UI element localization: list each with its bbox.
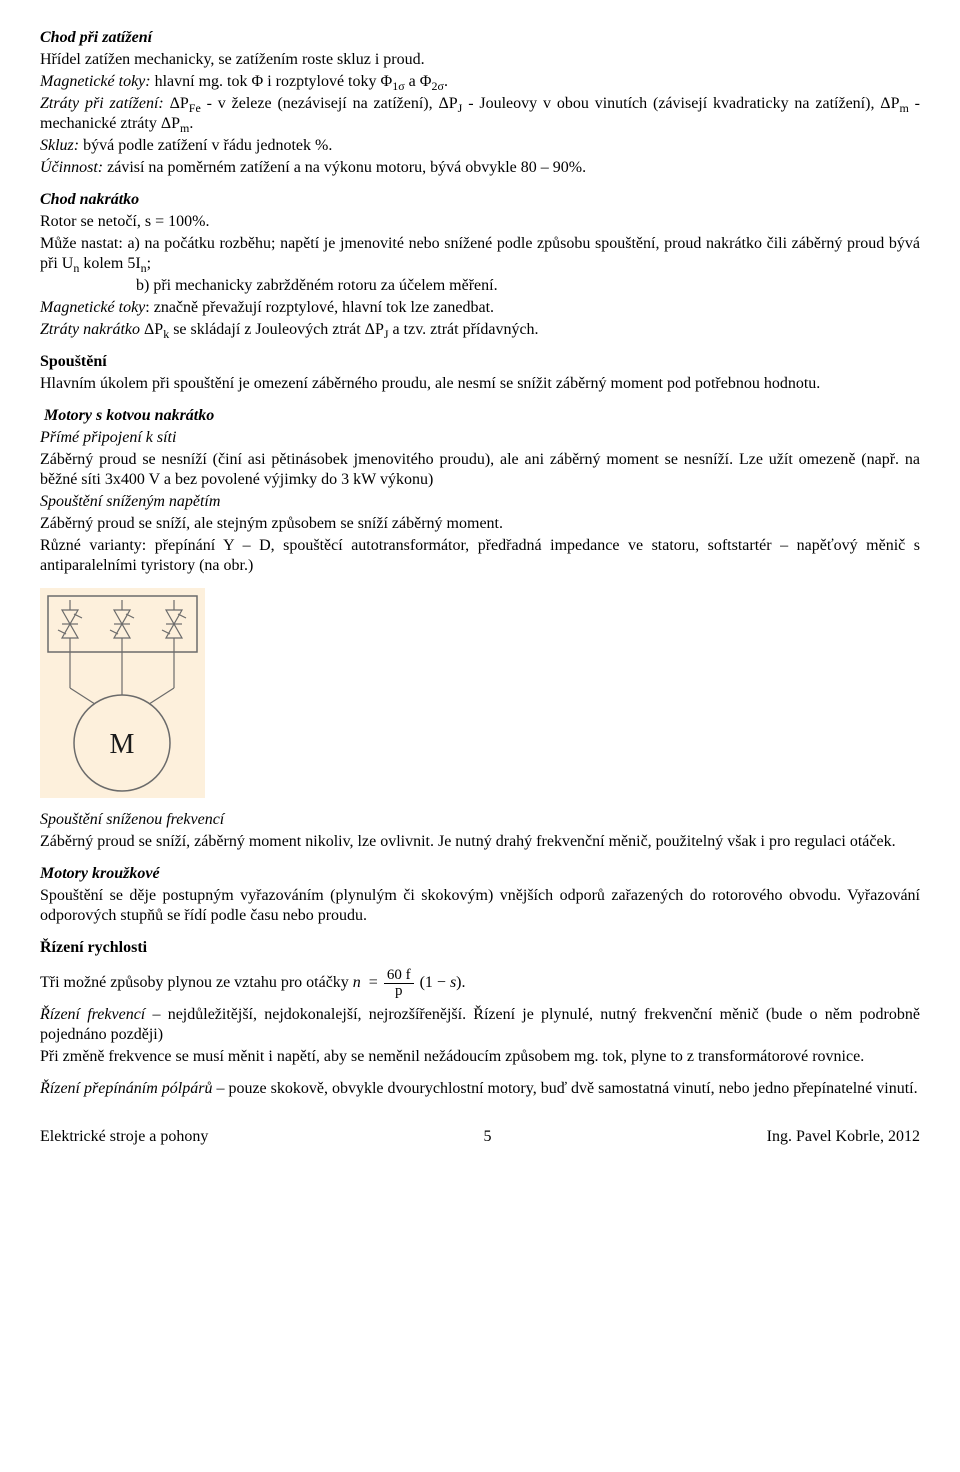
label: Ztráty při zatížení: — [40, 95, 164, 112]
sub: Fe — [189, 101, 201, 115]
text: ΔP — [164, 95, 189, 112]
heading: Chod nakrátko — [40, 190, 920, 210]
text: Při změně frekvence se musí měnit i napě… — [40, 1047, 920, 1067]
text: . — [462, 974, 466, 991]
text: b) při mechanicky zabržděném rotoru za ú… — [40, 276, 920, 296]
section-reduced-frequency: Spouštění sníženou frekvencí Záběrný pro… — [40, 810, 920, 852]
text: Rotor se netočí, s = 100%. — [40, 212, 920, 232]
label: Skluz: — [40, 137, 79, 154]
text: Může nastat: a) na počátku rozběhu; napě… — [40, 235, 920, 272]
subheading: Spouštění sníženým napětím — [40, 492, 920, 512]
text: Hlavním úkolem při spouštění je omezení … — [40, 374, 920, 394]
text: závisí na poměrném zatížení a na výkonu … — [103, 159, 586, 176]
label: Magnetické toky: — [40, 73, 151, 90]
text: kolem 5I — [79, 255, 140, 272]
label: Ztráty nakrátko — [40, 321, 140, 338]
sub: m — [899, 101, 908, 115]
heading: Chod při zatížení — [40, 28, 920, 48]
label: Řízení frekvencí — [40, 1006, 145, 1023]
text: a Φ — [405, 73, 432, 90]
footer-page: 5 — [484, 1127, 492, 1147]
page-footer: Elektrické stroje a pohony 5 Ing. Pavel … — [40, 1127, 920, 1147]
heading: Řízení rychlosti — [40, 938, 920, 958]
text: Účinnost: závisí na poměrném zatížení a … — [40, 158, 920, 178]
text: - v železe (nezávisejí na zatížení), ΔP — [201, 95, 458, 112]
formula: n = 60 fp (1 − s) — [353, 974, 462, 991]
sub: 2σ — [431, 79, 443, 93]
label: Magnetické toky — [40, 299, 145, 316]
text: Magnetické toky: značně převažují rozpty… — [40, 298, 920, 318]
text: ΔP — [140, 321, 163, 338]
text: Tři možné způsoby plynou ze vztahu pro o… — [40, 974, 353, 991]
section-slip-ring: Motory kroužkové Spouštění se děje postu… — [40, 864, 920, 926]
text: . — [444, 73, 448, 90]
heading: Motory s kotvou nakrátko — [44, 406, 920, 426]
softstarter-diagram: M — [40, 588, 205, 804]
heading: Spouštění — [40, 352, 920, 372]
sub: 1σ — [392, 79, 404, 93]
text: Ztráty nakrátko ΔPk se skládají z Jouleo… — [40, 320, 920, 340]
footer-left: Elektrické stroje a pohony — [40, 1127, 208, 1147]
text: . — [189, 115, 193, 132]
text: se skládají z Jouleových ztrát ΔP — [169, 321, 384, 338]
text: ; — [147, 255, 151, 272]
text: Hřídel zatížen mechanicky, se zatížením … — [40, 50, 920, 70]
frac-num: 60 f — [384, 968, 414, 984]
text: – pouze skokově, obvykle dvourychlostní … — [212, 1080, 917, 1097]
text: Záběrný proud se sníží, záběrný moment n… — [40, 832, 920, 852]
text: Může nastat: a) na počátku rozběhu; napě… — [40, 234, 920, 274]
text: hlavní mg. tok Φ i rozptylové toky Φ — [151, 73, 393, 90]
text: Magnetické toky: hlavní mg. tok Φ i rozp… — [40, 72, 920, 92]
text: Ztráty při zatížení: ΔPFe - v železe (ne… — [40, 94, 920, 134]
text: Tři možné způsoby plynou ze vztahu pro o… — [40, 968, 920, 999]
section-starting: Spouštění Hlavním úkolem při spouštění j… — [40, 352, 920, 394]
text: bývá podle zatížení v řádu jednotek %. — [79, 137, 332, 154]
sub: m — [180, 121, 189, 135]
text: Záběrný proud se nesníží (činí asi pětin… — [40, 450, 920, 490]
label: Řízení přepínáním pólpárů — [40, 1080, 212, 1097]
text: Řízení frekvencí – nejdůležitější, nejdo… — [40, 1005, 920, 1045]
motor-label: M — [110, 729, 135, 760]
text: Spouštění se děje postupným vyřazováním … — [40, 886, 920, 926]
text: a tzv. ztrát přídavných. — [389, 321, 539, 338]
frac-den: p — [384, 984, 414, 999]
text: Záběrný proud se sníží, ale stejným způs… — [40, 514, 920, 534]
text: – nejdůležitější, nejdokonalejší, nejroz… — [40, 1006, 920, 1043]
section-load-operation: Chod při zatížení Hřídel zatížen mechani… — [40, 28, 920, 178]
text: Skluz: bývá podle zatížení v řádu jednot… — [40, 136, 920, 156]
text: Různé varianty: přepínání Y – D, spouště… — [40, 536, 920, 576]
label: Účinnost: — [40, 159, 103, 176]
heading: Motory kroužkové — [40, 864, 920, 884]
section-speed-control: Řízení rychlosti Tři možné způsoby plyno… — [40, 938, 920, 1099]
section-squirrel-cage: Motory s kotvou nakrátko Přímé připojení… — [40, 406, 920, 576]
text: - Jouleovy v obou vinutích (závisejí kva… — [462, 95, 899, 112]
section-short-circuit: Chod nakrátko Rotor se netočí, s = 100%.… — [40, 190, 920, 340]
footer-right: Ing. Pavel Kobrle, 2012 — [767, 1127, 920, 1147]
subheading: Spouštění sníženou frekvencí — [40, 810, 920, 830]
subheading: Přímé připojení k síti — [40, 428, 920, 448]
text: : značně převažují rozptylové, hlavní to… — [145, 299, 494, 316]
text: Řízení přepínáním pólpárů – pouze skokov… — [40, 1079, 920, 1099]
